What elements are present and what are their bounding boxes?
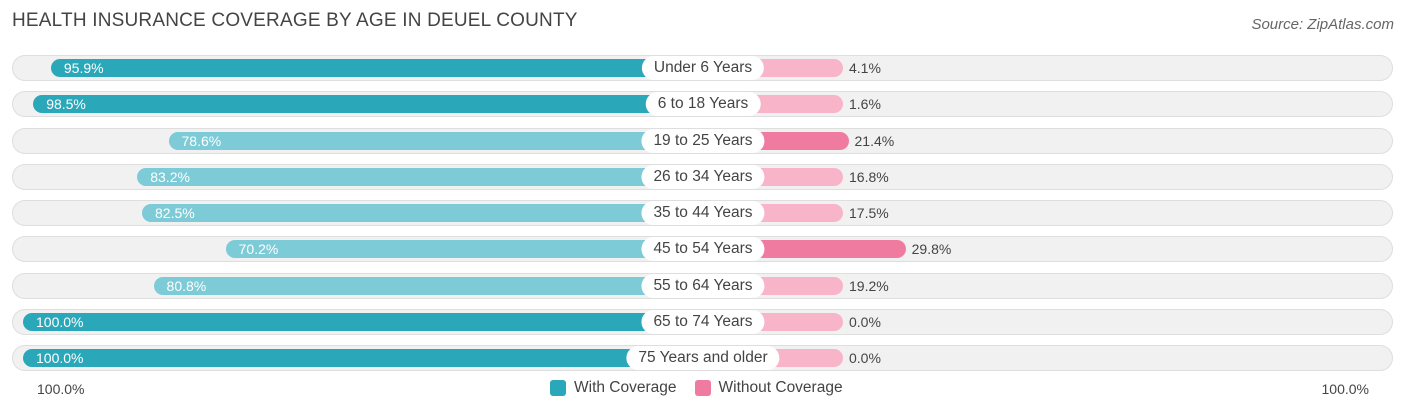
value-label-with-coverage: 95.9% [63, 60, 104, 76]
axis-left-label: 100.0% [37, 381, 85, 397]
bar-with-coverage[interactable] [23, 312, 703, 331]
legend-item-without-coverage[interactable]: Without Coverage [694, 379, 843, 397]
category-label: 26 to 34 Years [641, 164, 765, 189]
value-label-without-coverage: 0.0% [849, 350, 881, 366]
value-label-with-coverage: 98.5% [46, 96, 86, 113]
category-label: 35 to 44 Years [641, 201, 765, 225]
value-label-without-coverage: 21.4% [854, 132, 895, 149]
category-label: 6 to 18 Years [645, 92, 761, 117]
value-label-without-coverage: 1.6% [849, 96, 881, 113]
legend-label-with-coverage: With Coverage [574, 379, 677, 396]
legend: With Coverage Without Coverage [550, 379, 861, 397]
category-label: Under 6 Years [641, 56, 765, 80]
value-label-with-coverage: 70.2% [238, 241, 279, 258]
legend-item-with-coverage[interactable]: With Coverage [550, 379, 677, 397]
value-label-without-coverage: 16.8% [849, 168, 889, 185]
category-label: 45 to 54 Years [641, 237, 765, 262]
legend-label-without-coverage: Without Coverage [718, 379, 843, 396]
value-label-with-coverage: 83.2% [150, 168, 190, 185]
chart-title: HEALTH INSURANCE COVERAGE BY AGE IN DEUE… [12, 10, 578, 31]
value-label-with-coverage: 82.5% [155, 205, 195, 221]
bar-with-coverage[interactable] [153, 276, 703, 295]
value-label-without-coverage: 0.0% [849, 313, 881, 330]
chart-area: 95.9% 4.1% Under 6 Years 98.5% 1.6% 6 to 18 Y… [0, 50, 1406, 380]
category-label: 19 to 25 Years [641, 128, 765, 153]
source-label: Source: ZipAtlas.com [1251, 16, 1394, 33]
value-label-without-coverage: 29.8% [911, 241, 952, 258]
bar-with-coverage[interactable] [168, 131, 703, 150]
bar-with-coverage[interactable] [142, 204, 703, 222]
category-label: 75 Years and older [626, 346, 780, 370]
value-label-without-coverage: 4.1% [849, 60, 881, 76]
bar-with-coverage[interactable] [23, 349, 703, 367]
value-label-without-coverage: 19.2% [849, 277, 889, 294]
bar-with-coverage[interactable] [225, 240, 703, 259]
bar-with-coverage[interactable] [50, 59, 703, 77]
value-label-without-coverage: 17.5% [849, 205, 889, 221]
value-label-with-coverage: 100.0% [36, 350, 84, 366]
category-label: 55 to 64 Years [641, 273, 765, 298]
value-label-with-coverage: 100.0% [36, 313, 84, 330]
value-label-with-coverage: 80.8% [166, 277, 207, 294]
value-label-with-coverage: 78.6% [181, 132, 222, 149]
legend-swatch-without-coverage [694, 380, 711, 396]
axis-right-label: 100.0% [1321, 381, 1369, 397]
bar-with-coverage[interactable] [33, 95, 703, 114]
bar-with-coverage[interactable] [137, 167, 703, 186]
legend-swatch-with-coverage [550, 380, 566, 396]
category-label: 65 to 74 Years [641, 309, 765, 334]
